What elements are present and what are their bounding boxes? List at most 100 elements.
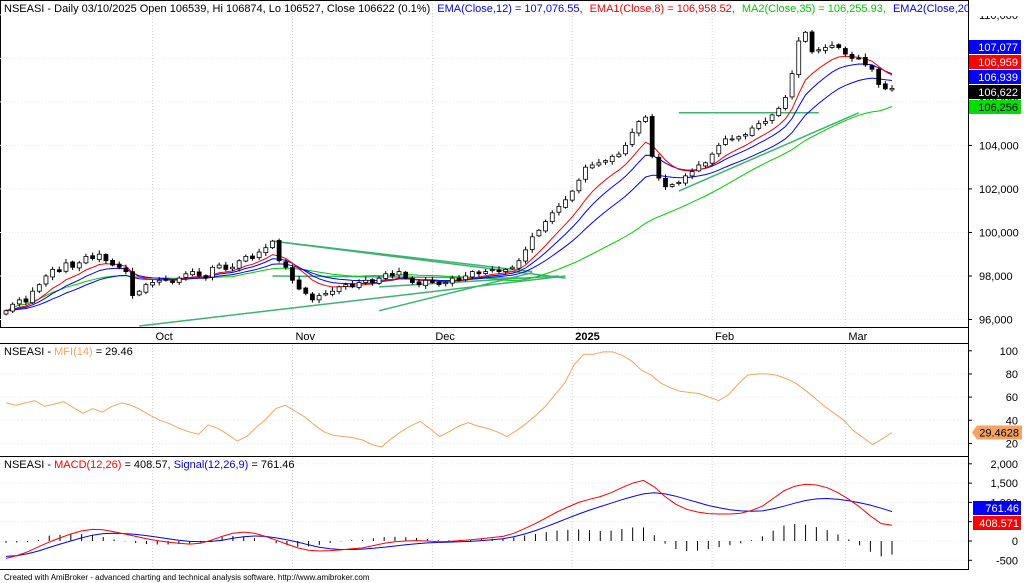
candle-body (803, 31, 808, 42)
candle-body (103, 254, 109, 262)
candle-body (56, 269, 62, 273)
candle-body (176, 277, 182, 283)
candle-body (456, 277, 462, 281)
candle-body (503, 269, 509, 273)
candle-body (763, 121, 768, 124)
macd-header: NSEASI - MACD(12,26) = 408.57, Signal(12… (4, 459, 294, 471)
candle-body (756, 123, 762, 129)
macd-y-tick-label: 0 (1012, 536, 1018, 548)
candle-body (603, 160, 608, 163)
footer-text: Created with AmiBroker - advanced charti… (4, 573, 370, 582)
candle-body (170, 280, 175, 283)
candle-body (370, 279, 375, 283)
candle-body (723, 138, 728, 145)
trendline (678, 112, 859, 192)
candle-body (862, 57, 868, 66)
mfi-y-tick-label: 60 (1006, 392, 1018, 404)
candle-body (223, 264, 229, 270)
candle-body (836, 44, 842, 48)
candle-body (409, 277, 415, 283)
candle-body (496, 269, 502, 273)
candle-body (236, 260, 242, 269)
candle-body (43, 275, 49, 285)
candle-body (876, 68, 882, 85)
candle-body (343, 284, 349, 287)
mfi-value-tag (972, 425, 1022, 440)
macd-y-tick-label: 2,000 (990, 459, 1018, 471)
macd-value: = 408.57, (124, 459, 173, 471)
mfi-y-tick-label: 20 (1006, 438, 1018, 450)
candle-body (636, 121, 642, 134)
mfi-value: = 29.46 (96, 346, 133, 358)
candle-body (196, 271, 202, 277)
candle-body (396, 271, 402, 276)
candle-body (796, 40, 802, 76)
candle-body (356, 282, 362, 288)
candle-body (596, 162, 602, 166)
candle-body (609, 155, 615, 163)
candle-body (290, 267, 295, 281)
candle-body (476, 271, 482, 275)
candle-body (316, 295, 322, 301)
candle-body (83, 255, 89, 264)
candle-body (330, 290, 335, 295)
candle-body (230, 266, 235, 270)
trendline (139, 275, 566, 327)
price-header-prefix: NSEASI - Daily 03/10/2025 Open 106539, H… (4, 3, 430, 15)
price-value-tag-text: 106,622 (978, 87, 1018, 99)
price-value-tag-text: 106,959 (978, 57, 1018, 69)
candle-body (516, 260, 522, 269)
candle-body (190, 271, 195, 276)
signal-label: Signal(12,26,9) (174, 459, 249, 471)
trendline (272, 240, 533, 273)
candle-body (70, 261, 76, 268)
mfi-y-tick-label: 40 (1006, 415, 1018, 427)
candle-body (143, 284, 149, 293)
candle-body (689, 171, 695, 177)
candle-body (776, 108, 782, 117)
candle-body (296, 279, 302, 290)
candle-body (536, 229, 542, 237)
candle-body (163, 278, 169, 281)
candle-body (449, 277, 455, 284)
candle-body (743, 134, 748, 137)
candle-body (90, 255, 95, 259)
candle-body (769, 114, 775, 121)
candle-body (882, 83, 888, 90)
candle-body (10, 303, 16, 312)
price-y-tick-label: 96,000 (979, 314, 1013, 326)
candle-body (842, 48, 848, 55)
candle-body (676, 182, 682, 185)
candle-body (649, 116, 655, 157)
candle-body (63, 262, 69, 272)
candle-body (30, 290, 36, 304)
candle-body (203, 275, 209, 279)
candle-body (323, 292, 329, 296)
candle-body (663, 177, 668, 188)
candle-body (116, 263, 122, 268)
candle-body (643, 116, 648, 122)
price-y-tick-label: 98,000 (979, 271, 1013, 283)
candle-body (376, 277, 382, 284)
trendline (379, 275, 559, 288)
candle-body (403, 271, 409, 279)
candle-body (809, 31, 815, 53)
candle-body (283, 261, 289, 268)
candle-body (243, 255, 249, 262)
candle-body (569, 190, 575, 201)
x-axis-label: Nov (295, 331, 315, 343)
price-value-tag-text: 106,939 (978, 72, 1018, 84)
candle-body (483, 271, 489, 274)
candle-body (36, 284, 42, 292)
x-axis-label: Feb (715, 331, 734, 343)
candle-body (23, 298, 29, 303)
candle-body (736, 136, 742, 140)
candle-body (416, 281, 422, 286)
macd-value-tag (973, 501, 1021, 515)
price-header: NSEASI - Daily 03/10/2025 Open 106539, H… (4, 3, 1024, 15)
candle-body (709, 153, 715, 164)
price-y-tick-label: 104,000 (979, 140, 1019, 152)
candle-body (256, 251, 262, 258)
candle-body (656, 156, 662, 179)
